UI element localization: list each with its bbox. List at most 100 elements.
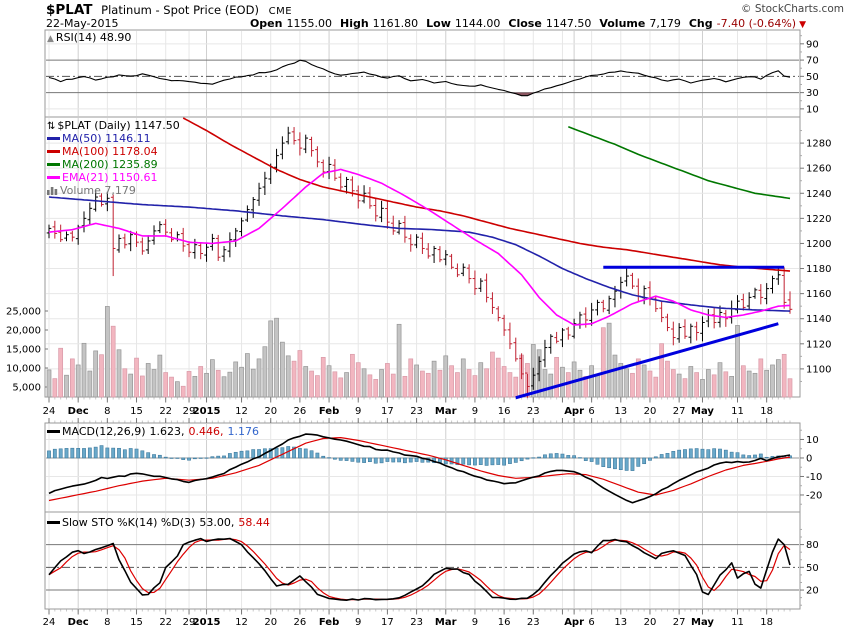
svg-text:20,000: 20,000 [6, 326, 41, 337]
svg-text:Feb: Feb [319, 406, 339, 417]
svg-text:26: 26 [294, 406, 307, 417]
quote-strip: Open 1155.00 High 1161.80 Low 1144.00 Close 114… [242, 17, 806, 30]
ma100-line-swatch [47, 150, 60, 153]
svg-text:-10: -10 [806, 472, 822, 483]
svg-text:Feb: Feb [319, 617, 339, 628]
ma100-legend-row: MA(100) 1178.04 [47, 145, 180, 158]
open-value: 1155.00 [286, 17, 332, 30]
svg-text:1260: 1260 [806, 164, 831, 175]
sto-legend: Slow STO %K(14) %D(3) 53.00, 58.44 [47, 516, 270, 529]
svg-text:16: 16 [498, 406, 511, 417]
svg-text:20: 20 [264, 617, 277, 628]
svg-text:26: 26 [294, 617, 307, 628]
instrument-name: Platinum - Spot Price (EOD) [101, 3, 259, 17]
svg-text:1200: 1200 [806, 239, 831, 250]
symbol-legend-row: ⇅ $PLAT (Daily) 1147.50 [47, 119, 180, 132]
svg-text:9: 9 [472, 406, 478, 417]
svg-text:23: 23 [527, 617, 540, 628]
svg-text:23: 23 [410, 406, 423, 417]
svg-text:9: 9 [472, 617, 478, 628]
ema21-line-swatch [47, 176, 60, 179]
svg-text:Apr: Apr [564, 617, 584, 628]
svg-text:27: 27 [673, 406, 686, 417]
svg-text:13: 13 [614, 406, 627, 417]
ema21-legend-label: EMA(21) 1150.61 [62, 171, 158, 184]
svg-text:6: 6 [588, 406, 594, 417]
svg-text:8: 8 [104, 406, 110, 417]
exchange-label: CME [268, 6, 293, 17]
svg-text:1220: 1220 [806, 214, 831, 225]
symbol-legend-label: $PLAT (Daily) 1147.50 [57, 119, 180, 132]
svg-text:6: 6 [588, 617, 594, 628]
svg-text:24: 24 [43, 406, 56, 417]
svg-text:16: 16 [498, 617, 511, 628]
svg-text:29: 29 [183, 406, 196, 417]
svg-text:18: 18 [760, 406, 773, 417]
macd-hist-value: 1.176 [227, 425, 260, 438]
svg-text:1100: 1100 [806, 364, 831, 375]
chg-value: -7.40 (-0.64%) [716, 17, 797, 30]
rsi-legend-label: RSI(14) 48.90 [55, 31, 132, 44]
volume-bars-icon [47, 187, 58, 195]
svg-text:80: 80 [806, 540, 819, 551]
macd-value: 1.623, [149, 425, 185, 438]
svg-text:20: 20 [264, 406, 277, 417]
svg-text:90: 90 [806, 39, 819, 50]
rsi-legend: ▲ RSI(14) 48.90 [47, 31, 131, 46]
svg-text:20: 20 [644, 617, 657, 628]
svg-text:2015: 2015 [193, 617, 221, 628]
chg-label: Chg [688, 17, 713, 30]
ma50-legend-label: MA(50) 1146.11 [62, 132, 151, 145]
svg-text:Dec: Dec [68, 617, 89, 628]
macd-signal-value: 0.446, [188, 425, 224, 438]
svg-text:50: 50 [806, 563, 819, 574]
svg-text:15: 15 [130, 406, 143, 417]
ma50-line-swatch [47, 137, 60, 140]
svg-text:24: 24 [43, 617, 56, 628]
updown-arrows-icon: ⇅ [47, 121, 56, 132]
svg-text:11: 11 [731, 617, 744, 628]
svg-text:17: 17 [381, 406, 394, 417]
svg-text:9: 9 [355, 617, 361, 628]
svg-text:70: 70 [806, 56, 819, 67]
svg-text:20: 20 [806, 586, 819, 597]
svg-text:10: 10 [806, 104, 819, 115]
ma200-legend-row: MA(200) 1235.89 [47, 158, 180, 171]
volume-legend-label: Volume 7,179 [60, 184, 136, 197]
high-value: 1161.80 [372, 17, 419, 30]
macd-line-swatch [47, 430, 60, 433]
svg-text:18: 18 [760, 617, 773, 628]
svg-text:5,000: 5,000 [12, 383, 41, 394]
main-legend: ⇅ $PLAT (Daily) 1147.50 MA(50) 1146.11 MA… [47, 119, 180, 197]
ma100-legend-label: MA(100) 1178.04 [62, 145, 158, 158]
macd-legend: MACD(12,26,9) 1.623, 0.446, 1.176 [47, 425, 259, 438]
svg-text:13: 13 [614, 617, 627, 628]
ma200-line-swatch [47, 163, 60, 166]
svg-text:Apr: Apr [564, 406, 584, 417]
svg-text:May: May [691, 406, 714, 417]
svg-text:8: 8 [104, 617, 110, 628]
svg-text:May: May [691, 617, 714, 628]
ma50-legend-row: MA(50) 1146.11 [47, 132, 180, 145]
svg-text:17: 17 [381, 617, 394, 628]
area-chart-icon: ▲ [47, 34, 54, 44]
svg-text:Mar: Mar [435, 406, 457, 417]
svg-text:22: 22 [159, 406, 172, 417]
svg-text:10,000: 10,000 [6, 364, 41, 375]
svg-text:11: 11 [731, 406, 744, 417]
ema21-legend-row: EMA(21) 1150.61 [47, 171, 180, 184]
ma200-legend-label: MA(200) 1235.89 [62, 158, 158, 171]
svg-text:25,000: 25,000 [6, 307, 41, 318]
svg-text:20: 20 [644, 406, 657, 417]
low-value: 1144.00 [454, 17, 501, 30]
svg-text:2015: 2015 [193, 406, 221, 417]
svg-text:1280: 1280 [806, 139, 831, 150]
chart-date: 22-May-2015 [46, 17, 119, 30]
svg-text:10: 10 [806, 435, 819, 446]
close-label: Close [508, 17, 542, 30]
svg-text:12: 12 [235, 406, 248, 417]
svg-text:Mar: Mar [435, 617, 457, 628]
ticker-symbol: $PLAT [46, 2, 93, 18]
volume-label: Volume [599, 17, 646, 30]
